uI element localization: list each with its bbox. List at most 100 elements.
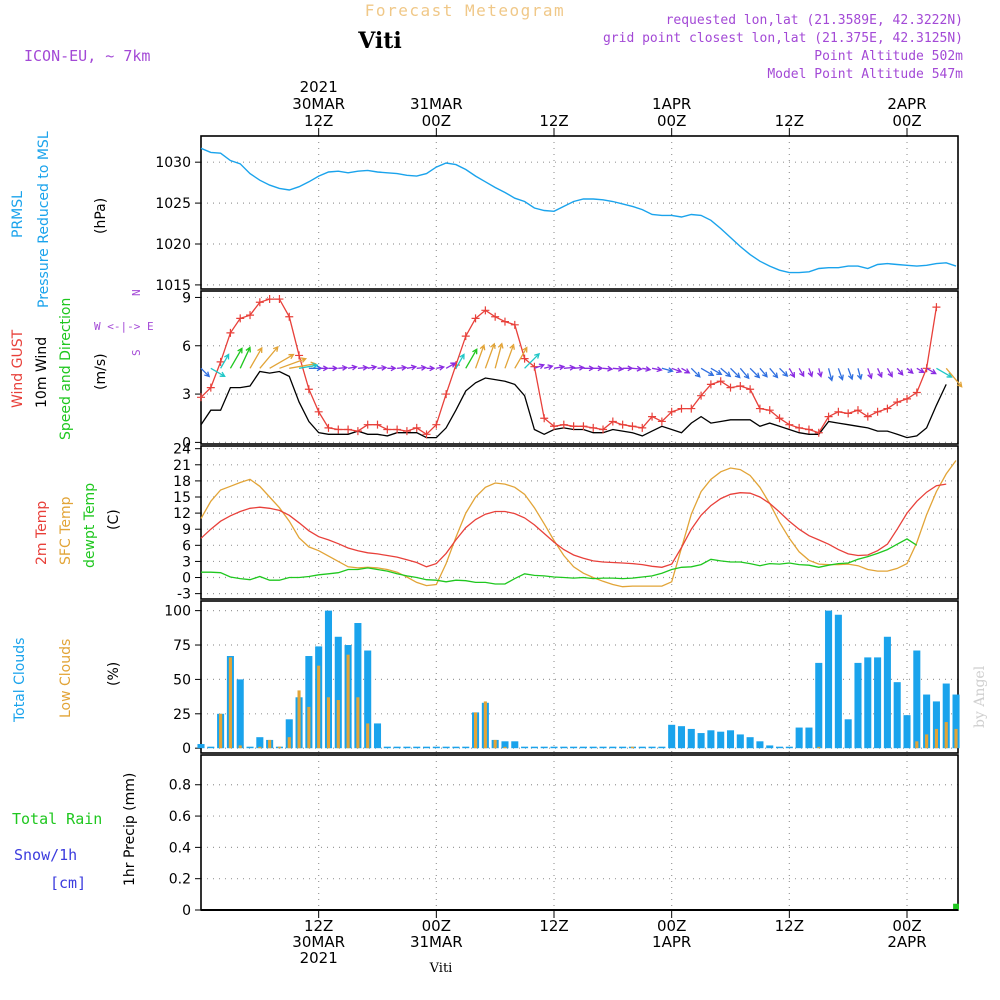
snow-label: Snow/1h [14, 846, 77, 864]
gust-marker [432, 420, 441, 429]
wind-arrow [769, 367, 779, 379]
gust-line [200, 298, 938, 436]
wind-arrow [837, 368, 844, 381]
top-time-label: 1APR [652, 95, 691, 113]
total-cloud-bar [697, 733, 705, 749]
low-cloud-bar [317, 665, 321, 749]
top-time-label: 2021 [300, 78, 338, 96]
panel-frame [200, 445, 959, 600]
wind-arrow [406, 364, 418, 371]
y-tick-label: 0.2 [169, 872, 191, 888]
gust-marker [746, 385, 755, 394]
gust-marker [344, 425, 353, 434]
wind-arrow [906, 367, 914, 374]
wind-arrow [524, 352, 541, 369]
panel-frame [200, 600, 959, 754]
total-cloud-bar [677, 726, 686, 749]
total-cloud-bar [648, 746, 656, 749]
footer-station: Viti [429, 961, 453, 976]
wind-arrow [279, 357, 308, 369]
wind-arrow [367, 364, 378, 371]
low-cloud-bar [277, 746, 281, 749]
low-cloud-bar [287, 737, 291, 749]
wind-arrow [220, 353, 230, 369]
wind-arrow [877, 368, 883, 379]
gust-marker [824, 412, 833, 421]
wind-arrow [856, 368, 863, 381]
y-tick-label: 0.8 [169, 778, 191, 794]
chart-title: Forecast Meteogram [365, 1, 565, 20]
y-tick-label: 0 [182, 435, 191, 451]
total-cloud-bar [893, 682, 901, 749]
total-cloud-bar [834, 614, 842, 749]
wind-arrow [229, 347, 243, 369]
total-cloud-bar [550, 746, 558, 749]
snow-unit-label: [cm] [50, 874, 86, 892]
y-tick-label: 0.6 [169, 809, 191, 825]
wind-arrow [926, 367, 937, 375]
total-cloud-bar [854, 662, 862, 749]
bottom-time-label: 00Z [657, 917, 686, 935]
low-cloud-bar [503, 746, 507, 749]
wind-arrow [749, 367, 761, 379]
low-cloud-bar [483, 701, 487, 749]
wind-arrow [642, 366, 652, 372]
wind-arrow [377, 364, 388, 371]
bottom-time-label: 12Z [775, 917, 804, 935]
wind-arrow [690, 367, 701, 378]
total-cloud-bar [462, 746, 470, 749]
total-cloud-bar [776, 746, 784, 749]
gust-marker [383, 425, 392, 434]
wind-arrow [465, 348, 478, 369]
wind-arrow [612, 365, 625, 372]
total-cloud-bar [334, 636, 342, 749]
gust-marker [255, 298, 264, 307]
total-cloud-bar [726, 730, 735, 749]
total-cloud-bar [903, 715, 911, 749]
top-time-label: 00Z [422, 112, 451, 130]
gridpoint-coords: grid point closest lon,lat (21.375E, 42.… [603, 31, 963, 46]
total-cloud-bar [619, 746, 627, 749]
total-cloud-bar [589, 746, 597, 749]
y-tick-label: 3 [182, 387, 191, 403]
total-cloud-bar [432, 746, 440, 749]
total-cloud-bar [511, 741, 519, 749]
y-tick-label: 1020 [155, 237, 191, 253]
wind-arrow [798, 367, 805, 378]
top-time-label: 12Z [775, 112, 804, 130]
gust-marker [912, 388, 921, 397]
gust-marker [285, 312, 294, 321]
panel-pressure: 1015 1020 1025 1030 [155, 135, 959, 294]
wind-arrow [445, 362, 457, 369]
clouds-unit: (%) [106, 662, 122, 686]
low-cloud-bar [366, 723, 370, 749]
total-cloud-bar [913, 650, 921, 749]
total-cloud-bar [373, 723, 382, 749]
low-cloud-bar [474, 712, 478, 749]
pressure-line [200, 147, 957, 274]
gust-marker [471, 314, 480, 323]
bottom-time-label: 31MAR [410, 933, 463, 951]
y-tick-label: 24 [173, 442, 191, 458]
wind-arrow [514, 346, 528, 369]
bottom-time-label: 12Z [539, 917, 568, 935]
low-cloud-bar [336, 700, 340, 749]
wind-arrow [886, 367, 893, 378]
wind-arrow [896, 367, 904, 376]
bottom-time-label: 1APR [652, 933, 691, 951]
gust-marker [216, 357, 225, 366]
total-cloud-bar [638, 746, 646, 749]
total-cloud-bar [766, 745, 774, 749]
total-cloud-bar [579, 746, 587, 749]
temp2m-line [200, 483, 947, 568]
y-tick-label: 75 [173, 638, 191, 654]
wind-arrow [936, 367, 953, 378]
gust-marker [363, 420, 372, 429]
total-cloud-bar [324, 610, 333, 749]
total-cloud-bar [560, 746, 568, 749]
gust-marker [844, 409, 853, 418]
y-tick-label: 50 [173, 672, 191, 688]
wind-arrow [593, 365, 604, 372]
